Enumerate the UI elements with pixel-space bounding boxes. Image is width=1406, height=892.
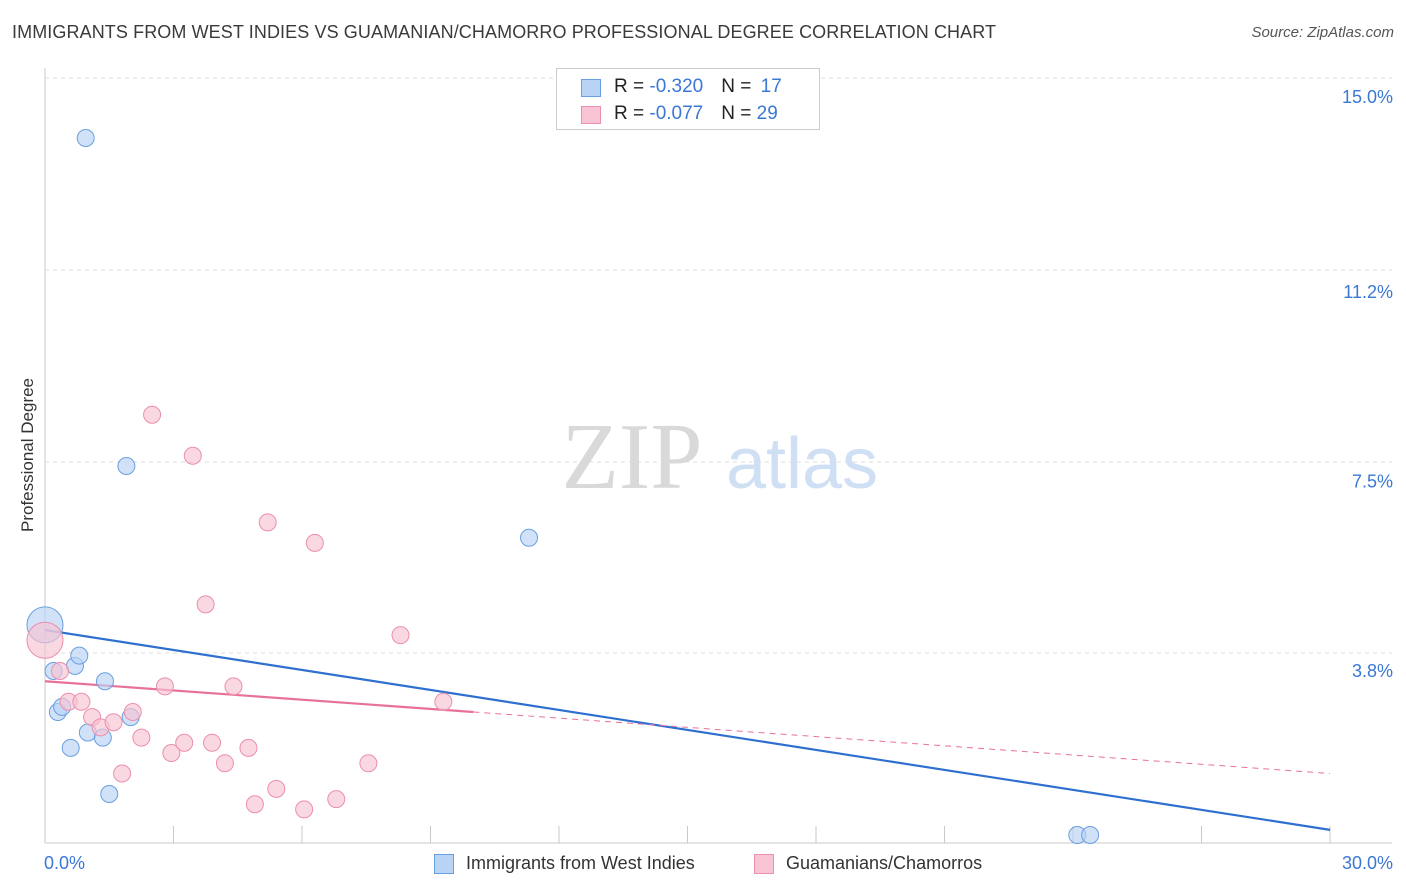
point-pink — [295, 800, 314, 819]
x-tick-label: 0.0% — [44, 853, 85, 873]
tick-labels: 3.8% 7.5% 11.2% 15.0% 0.0% 30.0% — [44, 87, 1393, 873]
point-blue — [95, 672, 114, 691]
y-tick-label: 15.0% — [1342, 87, 1393, 107]
legend-n-value: 29 — [756, 103, 778, 124]
legend-swatch-pink — [581, 106, 601, 124]
point-blue — [1081, 826, 1100, 844]
point-pink — [245, 795, 264, 814]
point-pink — [162, 744, 181, 762]
point-pink — [267, 779, 286, 798]
point-blue — [61, 738, 80, 757]
axes — [44, 68, 1392, 844]
trend-line-blue — [44, 628, 1331, 831]
y-tick-label: 11.2% — [1343, 282, 1393, 302]
legend-n-label: N = — [721, 103, 757, 124]
point-pink — [305, 533, 324, 552]
x-tick-label: 30.0% — [1342, 853, 1393, 873]
point-pink — [359, 754, 378, 773]
legend-r-value: -0.320 — [649, 76, 704, 97]
watermark: ZIP atlas — [562, 405, 879, 509]
point-pink — [123, 703, 142, 721]
data-points — [26, 129, 1100, 844]
legend-r-label: R = — [614, 103, 650, 124]
watermark-zip: ZIP — [562, 405, 703, 509]
point-pink — [113, 764, 132, 783]
grid-lines — [45, 77, 1392, 654]
series-swatch-blue — [434, 854, 454, 874]
point-pink — [327, 790, 346, 809]
point-pink — [215, 754, 234, 773]
legend-swatch-blue — [581, 79, 601, 97]
source-label: Source: ZipAtlas.com — [1251, 24, 1394, 41]
point-pink — [26, 621, 64, 659]
point-pink — [224, 677, 243, 696]
point-pink — [104, 713, 123, 732]
point-pink — [391, 626, 410, 645]
legend-r-label: R = — [614, 76, 650, 97]
legend-n-label: N = — [721, 76, 757, 97]
legend-r-value: -0.077 — [649, 103, 704, 124]
point-blue — [520, 528, 539, 547]
trend-lines — [44, 628, 1331, 831]
chart-title: IMMIGRANTS FROM WEST INDIES VS GUAMANIAN… — [12, 22, 997, 42]
series-label-blue: Immigrants from West Indies — [466, 853, 695, 873]
point-pink — [132, 728, 151, 747]
point-pink — [72, 692, 91, 711]
series-swatch-pink — [754, 854, 774, 874]
watermark-atlas: atlas — [726, 424, 878, 504]
trend-line-pink — [44, 680, 474, 714]
point-pink — [50, 662, 69, 680]
point-blue — [117, 457, 136, 475]
point-pink — [183, 446, 202, 465]
point-pink — [239, 738, 258, 757]
point-pink — [143, 405, 162, 424]
y-tick-label: 3.8% — [1352, 661, 1393, 681]
series-label-pink: Guamanians/Chamorros — [786, 853, 983, 873]
legend-n-value: 17 — [760, 76, 782, 97]
point-blue — [70, 646, 89, 665]
point-pink — [258, 513, 277, 532]
point-pink — [203, 733, 222, 752]
point-blue — [100, 785, 119, 803]
point-pink — [196, 595, 215, 614]
correlation-legend: R = -0.320 N = 17 R = -0.077 N = 29 — [556, 68, 820, 130]
legend-text-blue: R = -0.320 N = 17 — [614, 76, 782, 98]
point-pink — [155, 677, 174, 696]
point-pink — [434, 692, 453, 711]
legend-text-pink: R = -0.077 N = 29 — [614, 103, 778, 125]
y-tick-label: 7.5% — [1352, 471, 1393, 491]
trend-line-pink-extension — [473, 711, 1331, 774]
point-blue — [76, 129, 95, 147]
point-pink — [175, 733, 194, 752]
